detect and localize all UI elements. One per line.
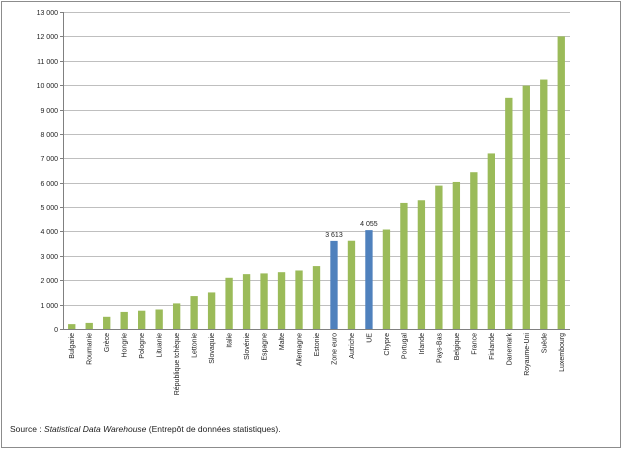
bar bbox=[330, 240, 338, 329]
y-tick-label: 1 000 bbox=[40, 303, 58, 310]
y-tick-label: 7 000 bbox=[40, 156, 58, 163]
bar bbox=[277, 272, 286, 329]
x-tick-label: Slovaquie bbox=[209, 333, 216, 364]
x-tick-label: Suède bbox=[541, 333, 548, 353]
x-tick-label: Pays-Bas bbox=[436, 333, 443, 363]
y-tick-label: 9 000 bbox=[40, 108, 58, 115]
y-tick-label: 2 000 bbox=[40, 278, 58, 285]
x-tick-label: République tchèque bbox=[174, 333, 181, 395]
x-tick-label: Zone euro bbox=[331, 333, 338, 365]
x-tick-label: Espagne bbox=[262, 333, 269, 361]
x-tick-label: Roumanie bbox=[87, 333, 94, 365]
y-tick-label: 12 000 bbox=[37, 34, 59, 41]
bar bbox=[522, 85, 530, 329]
x-tick-label: Royaume-Uni bbox=[524, 333, 531, 376]
bar bbox=[190, 296, 198, 329]
bar bbox=[347, 240, 356, 329]
x-tick-label: Italie bbox=[227, 333, 234, 348]
bar bbox=[312, 266, 321, 329]
y-tick-label: 5 000 bbox=[40, 205, 58, 212]
y-tick-label: 4 000 bbox=[40, 229, 58, 236]
bar bbox=[207, 292, 216, 329]
x-tick-label: Luxembourg bbox=[559, 333, 566, 372]
x-tick-label: Lituanie bbox=[157, 333, 164, 358]
y-tick-label: 13 000 bbox=[37, 10, 59, 17]
bar bbox=[260, 273, 268, 329]
x-tick-label: Allemagne bbox=[297, 333, 304, 366]
x-tick-label: Autriche bbox=[349, 333, 356, 359]
source-note: Source : Statistical Data Warehouse (Ent… bbox=[10, 424, 281, 434]
x-tick-label: Hongrie bbox=[122, 333, 129, 358]
source-name: Statistical Data Warehouse bbox=[44, 424, 147, 434]
y-tick-label: 6 000 bbox=[40, 181, 58, 188]
bar bbox=[295, 270, 303, 329]
bar bbox=[435, 185, 443, 329]
bar bbox=[452, 181, 461, 329]
bar bbox=[470, 172, 478, 329]
x-tick-label: Finlande bbox=[489, 333, 496, 360]
bar bbox=[172, 303, 181, 329]
bar bbox=[225, 277, 233, 329]
x-tick-label: Slovénie bbox=[244, 333, 251, 360]
bar bbox=[382, 229, 391, 329]
x-tick-label: Estonie bbox=[314, 333, 321, 356]
bar bbox=[365, 230, 373, 329]
bar bbox=[557, 36, 565, 330]
bar bbox=[85, 322, 93, 329]
x-tick-label: Grèce bbox=[104, 333, 111, 352]
x-tick-label: Pologne bbox=[139, 333, 146, 359]
bar bbox=[120, 311, 128, 329]
x-tick-label: France bbox=[471, 333, 478, 355]
y-tick-label: 11 000 bbox=[37, 59, 58, 66]
x-tick-label: Chypre bbox=[384, 333, 391, 356]
bar bbox=[400, 202, 408, 329]
bar bbox=[417, 200, 426, 329]
bar bbox=[540, 79, 548, 330]
data-label: 4 055 bbox=[360, 221, 378, 228]
bar bbox=[242, 274, 251, 329]
x-tick-label: Lettonie bbox=[192, 333, 199, 358]
data-label: 3 613 bbox=[325, 232, 343, 239]
bar bbox=[68, 324, 76, 329]
source-prefix: Source : bbox=[10, 424, 45, 434]
x-tick-label: Portugal bbox=[401, 333, 408, 360]
bar bbox=[138, 310, 146, 329]
bar bbox=[505, 97, 513, 329]
bar bbox=[155, 309, 163, 329]
x-tick-label: Bulgarie bbox=[69, 333, 76, 359]
x-tick-label: Irlande bbox=[419, 333, 426, 355]
y-tick-label: 0 bbox=[54, 327, 58, 334]
source-suffix: (Entrepôt de données statistiques). bbox=[146, 424, 281, 434]
x-tick-label: Malte bbox=[279, 333, 286, 350]
x-tick-label: UE bbox=[366, 333, 373, 343]
y-tick-label: 10 000 bbox=[37, 83, 59, 90]
bar bbox=[103, 316, 111, 329]
x-tick-label: Belgique bbox=[454, 333, 461, 360]
y-tick-label: 3 000 bbox=[40, 254, 58, 261]
y-tick-label: 8 000 bbox=[40, 132, 58, 139]
x-tick-label: Danemark bbox=[506, 333, 513, 366]
bar bbox=[487, 153, 495, 329]
